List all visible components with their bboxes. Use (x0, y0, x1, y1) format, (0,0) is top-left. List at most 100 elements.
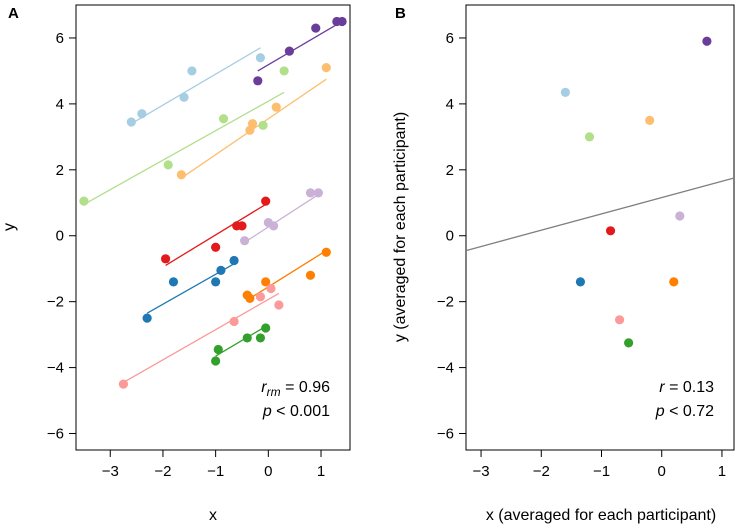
data-point-green (624, 338, 634, 348)
panel-label: A (8, 5, 19, 22)
y-tick-label: 0 (446, 228, 454, 245)
plot-frame (75, 4, 351, 451)
y-tick-label: 4 (446, 96, 454, 113)
data-point-green (242, 333, 252, 343)
data-point-lavender (675, 211, 685, 221)
data-point-light-green (218, 114, 229, 124)
data-point-pink (266, 283, 276, 294)
data-point-purple (284, 46, 295, 56)
data-point-blue (229, 255, 239, 266)
y-axis-label: y (averaged for each participant) (392, 112, 409, 342)
data-point-green (211, 356, 221, 366)
fit-line-light-green (83, 91, 285, 205)
data-point-purple (702, 36, 712, 46)
chart-panel-A: A −3 −2 −1 0 1 −6 −4 −2 0 2 4 6 x y rrm = 0.96 p < 0.001 (1, 4, 351, 524)
fit-line-light-blue (130, 47, 261, 125)
y-tick-label: −6 (47, 426, 64, 443)
p-value-annotation: p < 0.72 (655, 403, 714, 420)
data-point-light-green (584, 132, 595, 142)
y-tick-label: −2 (437, 294, 454, 311)
fit-line-orange (246, 250, 327, 301)
data-point-blue (211, 277, 221, 287)
data-point-light-orange (247, 119, 258, 129)
data-point-pink (255, 292, 266, 302)
stat-annotation: rrm = 0.96 (261, 379, 330, 399)
data-point-light-green (258, 120, 268, 130)
x-axis-label: x (209, 507, 217, 524)
fit-line-red (165, 203, 267, 266)
data-point-orange (321, 247, 331, 257)
regression-line (465, 177, 735, 252)
data-point-light-green (79, 196, 89, 206)
data-point-green (261, 323, 271, 333)
chart-panel-B: B −3 −2 −1 0 1 −6 −4 −2 0 2 4 6 x (averaged for each … (392, 4, 735, 524)
data-point-green (255, 333, 266, 343)
data-point-lavender (240, 236, 250, 246)
data-point-light-blue (126, 117, 136, 127)
y-tick-label: −6 (437, 426, 454, 443)
y-tick-label: 2 (56, 162, 64, 179)
panel-label: B (395, 5, 406, 22)
fit-line-pink (123, 292, 280, 383)
data-point-light-orange (176, 170, 186, 180)
data-point-light-orange (271, 102, 281, 112)
data-point-light-blue (187, 66, 197, 76)
data-point-purple (337, 16, 347, 27)
x-tick-label: 0 (658, 463, 666, 480)
data-point-green (213, 344, 223, 355)
x-tick-label: 1 (718, 463, 726, 480)
fit-line-purple (257, 20, 343, 72)
x-tick-label: 1 (317, 463, 325, 480)
y-tick-label: −4 (47, 360, 64, 377)
data-point-lavender (305, 188, 316, 198)
x-tick-label: −2 (154, 463, 171, 480)
y-axis-label: y (1, 223, 18, 231)
fit-line-green (215, 325, 267, 357)
x-tick-label: −2 (533, 463, 550, 480)
data-point-red (261, 196, 271, 206)
y-tick-label: −2 (47, 294, 64, 311)
y-tick-label: 2 (446, 162, 454, 179)
data-point-red (211, 242, 221, 252)
x-tick-label: 0 (264, 463, 272, 480)
data-point-orange (305, 270, 316, 280)
data-point-purple (253, 76, 263, 86)
stat-annotation: r = 0.13 (659, 379, 714, 396)
data-point-light-orange (645, 115, 655, 125)
plot-frame (465, 4, 735, 451)
data-point-blue (216, 265, 226, 275)
data-point-light-blue (560, 87, 570, 97)
x-tick-label: −3 (473, 463, 490, 480)
data-point-light-blue (179, 92, 189, 102)
data-point-blue (142, 313, 152, 323)
data-point-light-orange (321, 63, 331, 73)
data-point-pink (229, 316, 239, 327)
data-point-orange (669, 277, 679, 287)
data-point-blue (575, 277, 586, 287)
data-point-pink (614, 315, 625, 325)
y-tick-label: 6 (56, 30, 64, 47)
y-tick-label: 0 (56, 228, 64, 245)
p-value-annotation: p < 0.001 (262, 403, 330, 420)
data-point-blue (168, 277, 179, 287)
data-point-pink (274, 300, 284, 310)
y-tick-label: 6 (446, 30, 454, 47)
data-point-red (160, 254, 171, 264)
y-tick-label: 4 (56, 96, 64, 113)
x-tick-label: −1 (593, 463, 610, 480)
x-tick-label: −3 (102, 463, 119, 480)
data-point-purple (311, 23, 321, 33)
data-point-light-blue (137, 109, 147, 119)
data-point-light-green (279, 66, 289, 76)
data-point-red (605, 226, 616, 236)
data-point-red (237, 221, 247, 231)
data-point-pink (118, 379, 129, 389)
fit-line-lavender (244, 193, 319, 243)
y-tick-label: −4 (437, 360, 454, 377)
data-point-orange (261, 277, 271, 287)
data-point-light-green (163, 160, 173, 170)
data-point-light-blue (255, 53, 266, 63)
x-axis-label: x (averaged for each participant) (486, 507, 716, 524)
data-point-lavender (268, 221, 279, 231)
data-point-lavender (313, 188, 323, 198)
